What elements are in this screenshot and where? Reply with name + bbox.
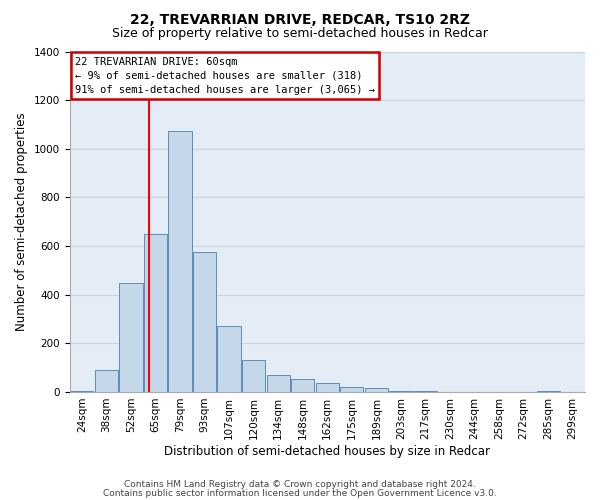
Bar: [217, 326, 241, 392]
Bar: [193, 252, 216, 392]
Bar: [70, 390, 94, 392]
Bar: [340, 387, 364, 392]
Text: 22 TREVARRIAN DRIVE: 60sqm
← 9% of semi-detached houses are smaller (318)
91% of: 22 TREVARRIAN DRIVE: 60sqm ← 9% of semi-…: [74, 56, 374, 94]
Bar: [316, 384, 339, 392]
Bar: [291, 378, 314, 392]
Bar: [144, 234, 167, 392]
Text: Size of property relative to semi-detached houses in Redcar: Size of property relative to semi-detach…: [112, 28, 488, 40]
Y-axis label: Number of semi-detached properties: Number of semi-detached properties: [15, 112, 28, 331]
Text: 22, TREVARRIAN DRIVE, REDCAR, TS10 2RZ: 22, TREVARRIAN DRIVE, REDCAR, TS10 2RZ: [130, 12, 470, 26]
Bar: [242, 360, 265, 392]
Bar: [95, 370, 118, 392]
Bar: [389, 390, 413, 392]
Bar: [536, 390, 560, 392]
X-axis label: Distribution of semi-detached houses by size in Redcar: Distribution of semi-detached houses by …: [164, 444, 490, 458]
Bar: [119, 282, 143, 392]
Bar: [266, 375, 290, 392]
Text: Contains public sector information licensed under the Open Government Licence v3: Contains public sector information licen…: [103, 489, 497, 498]
Text: Contains HM Land Registry data © Crown copyright and database right 2024.: Contains HM Land Registry data © Crown c…: [124, 480, 476, 489]
Bar: [169, 130, 191, 392]
Bar: [365, 388, 388, 392]
